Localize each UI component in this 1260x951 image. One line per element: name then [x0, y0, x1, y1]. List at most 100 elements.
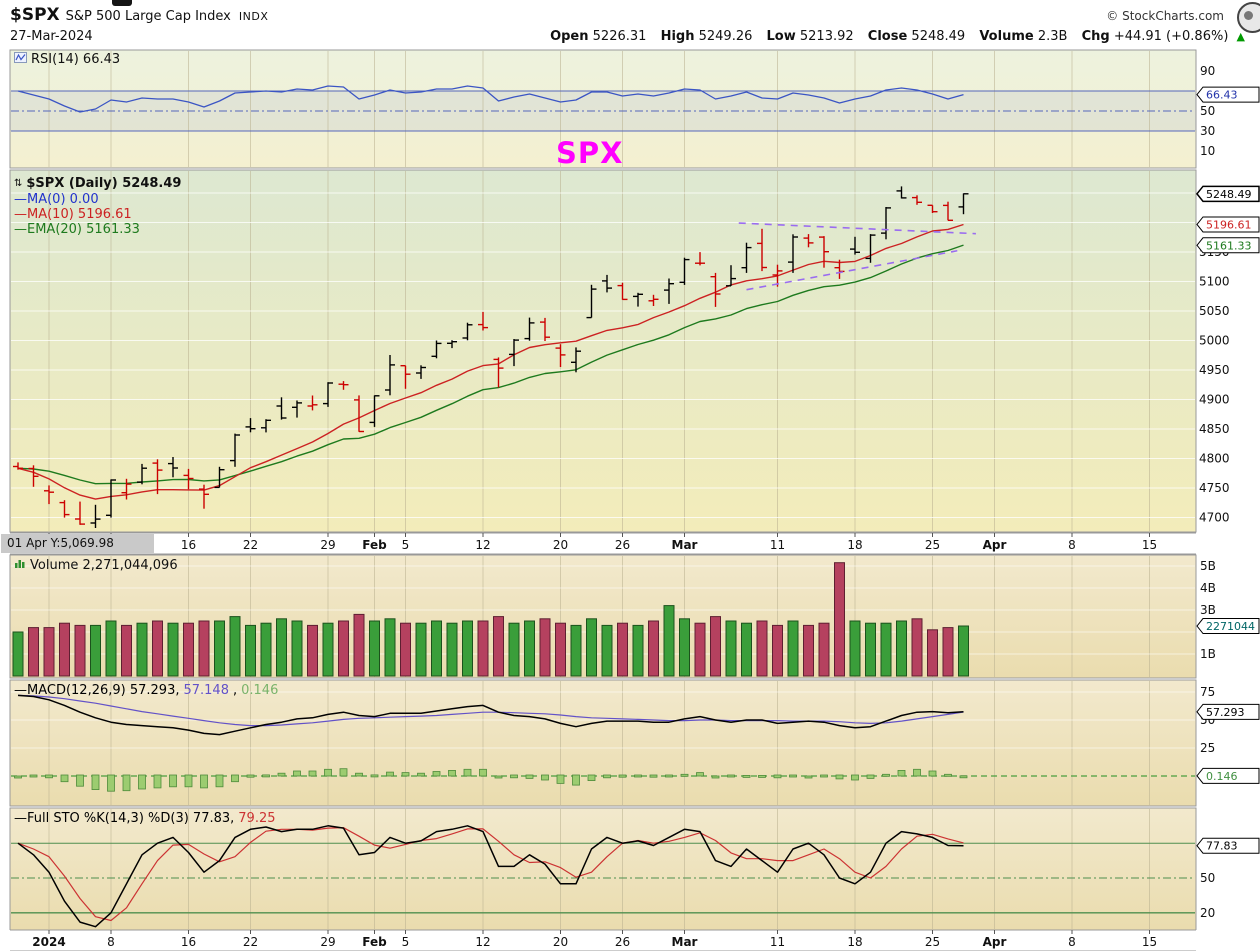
svg-text:8: 8: [107, 935, 115, 949]
svg-text:26: 26: [615, 935, 630, 949]
title-block: $SPX S&P 500 Large Cap Index INDX: [10, 5, 268, 25]
price-legend-main: ⇅ $SPX (Daily) 5248.49: [14, 176, 182, 191]
copyright: © StockCharts.com: [1106, 9, 1224, 23]
svg-text:Mar: Mar: [672, 935, 698, 949]
svg-text:Mar: Mar: [672, 538, 698, 552]
x-axis-bottom: 2024 8 16 22 29 Feb 5 12 20 26 Mar 11 18 25 Apr 8 15: [0, 929, 1260, 951]
quote-close: Close 5248.49: [867, 29, 966, 44]
svg-text:16: 16: [181, 935, 196, 949]
svg-text:11: 11: [770, 538, 785, 552]
svg-text:18: 18: [847, 538, 862, 552]
spx-annotation: SPX: [556, 136, 624, 170]
floating-widget-icon[interactable]: [1237, 2, 1260, 33]
quote-high: High 5249.26: [660, 29, 753, 44]
svg-text:11: 11: [770, 935, 785, 949]
quote-volume: Volume 2.3B: [979, 29, 1068, 44]
sto-legend: —Full STO %K(14,3) %D(3) 77.83, 79.25: [14, 811, 276, 826]
volume-legend: Volume 2,271,044,096: [14, 558, 178, 573]
svg-text:5000: 5000: [1199, 333, 1230, 347]
svg-text:90: 90: [1200, 64, 1215, 78]
quote-low: Low 5213.92: [766, 29, 854, 44]
svg-text:22: 22: [243, 935, 258, 949]
svg-text:26: 26: [615, 538, 630, 552]
svg-text:10: 10: [1200, 144, 1215, 158]
svg-text:8: 8: [1068, 538, 1076, 552]
svg-text:29: 29: [320, 538, 335, 552]
quote-row: 27-Mar-2024 Open 5226.31 High 5249.26 Lo…: [10, 29, 1245, 44]
svg-text:5050: 5050: [1199, 304, 1230, 318]
svg-text:20: 20: [553, 538, 568, 552]
svg-text:4900: 4900: [1199, 392, 1230, 406]
svg-text:75: 75: [1200, 685, 1215, 699]
svg-text:5: 5: [402, 935, 410, 949]
exchange-label: INDX: [238, 10, 269, 23]
svg-text:66.43: 66.43: [1206, 89, 1238, 102]
svg-text:25: 25: [925, 935, 940, 949]
svg-text:15: 15: [1142, 538, 1157, 552]
svg-text:4700: 4700: [1199, 510, 1230, 524]
svg-text:57.293: 57.293: [1206, 706, 1245, 719]
svg-text:1B: 1B: [1200, 647, 1216, 661]
browser-artifact: [112, 0, 132, 6]
svg-text:Feb: Feb: [362, 935, 387, 949]
rsi-legend: RSI(14) 66.43: [14, 52, 120, 67]
svg-text:12: 12: [475, 538, 490, 552]
svg-text:Feb: Feb: [362, 538, 387, 552]
svg-text:8: 8: [1068, 935, 1076, 949]
svg-text:12: 12: [475, 935, 490, 949]
widget-dot-icon: [1244, 11, 1253, 20]
svg-text:4B: 4B: [1200, 581, 1216, 595]
svg-text:20: 20: [553, 935, 568, 949]
svg-text:4800: 4800: [1199, 451, 1230, 465]
svg-text:5196.61: 5196.61: [1206, 218, 1252, 231]
quote-open: Open 5226.31: [550, 29, 647, 44]
svg-text:4950: 4950: [1199, 363, 1230, 377]
svg-text:50: 50: [1200, 871, 1215, 885]
svg-text:77.83: 77.83: [1206, 840, 1238, 853]
bar-chart-icon: [14, 558, 26, 573]
svg-text:3B: 3B: [1200, 603, 1216, 617]
svg-text:2024: 2024: [32, 935, 65, 949]
svg-text:50: 50: [1200, 104, 1215, 118]
svg-text:18: 18: [847, 935, 862, 949]
macd-legend: —MACD(12,26,9) 57.293, 57.148, 0.146: [14, 683, 279, 698]
rsi-panel: 90 50 30 10 66.43: [9, 49, 1260, 169]
svg-text:4850: 4850: [1199, 422, 1230, 436]
quote-summary: Open 5226.31 High 5249.26 Low 5213.92 Cl…: [540, 29, 1245, 44]
svg-text:5: 5: [402, 538, 410, 552]
svg-text:22: 22: [243, 538, 258, 552]
price-legend-ma0: —MA(0) 0.00: [14, 192, 99, 207]
svg-text:16: 16: [181, 538, 196, 552]
svg-text:25: 25: [925, 538, 940, 552]
chart-date: 27-Mar-2024: [10, 29, 93, 44]
price-legend-ma10: —MA(10) 5196.61: [14, 207, 132, 222]
svg-text:20: 20: [1200, 906, 1215, 920]
arrows-icon: ⇅: [14, 178, 23, 189]
quote-change: Chg +44.91 (+0.86%): [1081, 29, 1229, 44]
index-name: S&P 500 Large Cap Index: [65, 9, 231, 24]
svg-text:30: 30: [1200, 124, 1215, 138]
volume-panel: 5B 4B 3B 1B 2271044: [9, 554, 1260, 679]
price-legend-ema20: —EMA(20) 5161.33: [14, 222, 140, 237]
svg-text:25: 25: [1200, 741, 1215, 755]
svg-text:Apr: Apr: [983, 538, 1007, 552]
svg-text:2271044: 2271044: [1206, 620, 1255, 633]
svg-text:4750: 4750: [1199, 481, 1230, 495]
svg-text:5100: 5100: [1199, 274, 1230, 288]
sto-panel: 50 20 77.83: [9, 807, 1260, 931]
svg-text:Apr: Apr: [983, 935, 1007, 949]
svg-text:0.146: 0.146: [1206, 770, 1238, 783]
up-arrow-icon: ▲: [1236, 30, 1245, 43]
rsi-icon: [14, 52, 27, 67]
chart-header: $SPX S&P 500 Large Cap Index INDX © StockC…: [10, 5, 1224, 25]
ticker-symbol: $SPX: [10, 5, 60, 25]
price-panel: 5150510050505000495049004850480047504700…: [9, 169, 1260, 533]
svg-text:5248.49: 5248.49: [1206, 188, 1252, 201]
svg-text:29: 29: [320, 935, 335, 949]
svg-text:5161.33: 5161.33: [1206, 239, 1252, 252]
svg-text:15: 15: [1142, 935, 1157, 949]
